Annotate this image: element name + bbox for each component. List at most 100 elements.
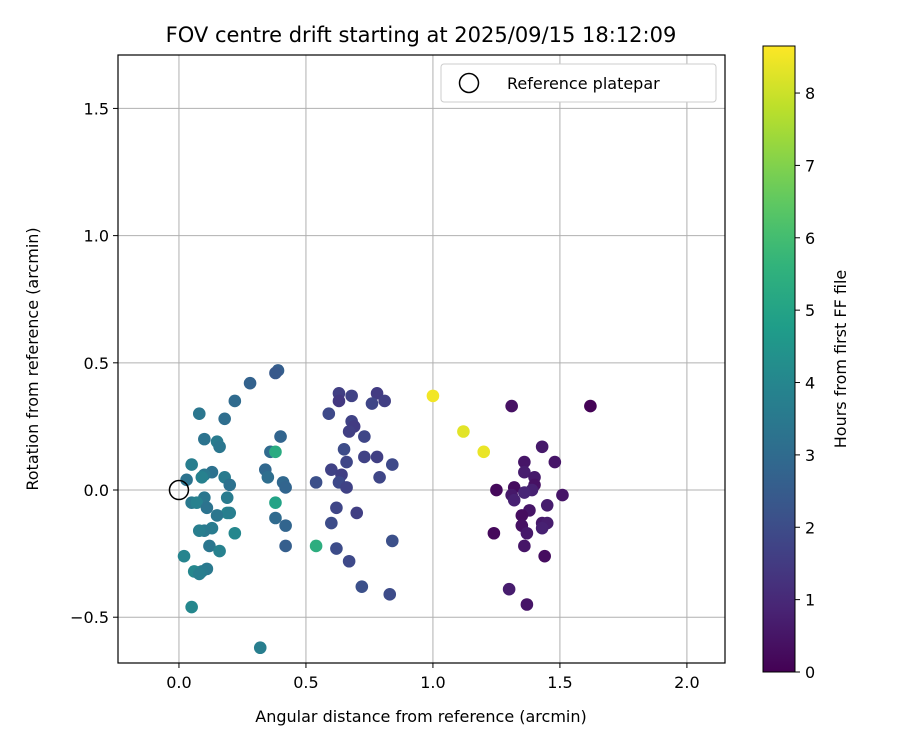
data-point xyxy=(228,394,242,408)
data-point xyxy=(340,455,353,469)
data-point xyxy=(365,397,379,410)
legend-box xyxy=(440,63,717,103)
data-point xyxy=(358,430,371,443)
data-point xyxy=(309,539,323,553)
y-tick-label: 1.0 xyxy=(84,227,109,246)
data-point xyxy=(538,549,551,563)
data-point xyxy=(556,488,569,502)
data-point xyxy=(198,432,211,446)
data-point xyxy=(385,534,399,548)
data-point xyxy=(520,526,534,540)
data-point xyxy=(309,476,323,489)
chart-title: FOV centre drift starting at 2025/09/15 … xyxy=(166,23,677,47)
data-point xyxy=(195,470,209,484)
y-tick-label: 0.0 xyxy=(84,481,109,500)
data-point xyxy=(535,440,549,454)
data-point xyxy=(269,511,282,525)
data-point xyxy=(213,544,226,558)
data-point xyxy=(279,481,292,494)
data-point xyxy=(540,498,554,512)
data-point xyxy=(518,465,531,479)
data-point xyxy=(325,516,338,530)
colorbar-tick-label: 1 xyxy=(805,591,815,610)
data-point xyxy=(518,539,531,553)
data-point xyxy=(269,366,282,380)
data-point xyxy=(330,501,343,515)
colorbar-label: Hours from first FF file xyxy=(831,270,850,449)
y-tick-label: 1.5 xyxy=(84,99,109,118)
data-point xyxy=(370,450,384,464)
data-point xyxy=(350,506,364,520)
y-axis-title: Rotation from reference (arcmin) xyxy=(23,227,42,490)
data-point xyxy=(269,496,282,510)
data-point xyxy=(210,509,224,522)
data-point xyxy=(274,430,287,443)
data-point xyxy=(223,478,237,492)
colorbar-tick-label: 7 xyxy=(805,156,815,175)
colorbar xyxy=(762,45,796,673)
reference-platepar-marker xyxy=(168,479,190,501)
data-point xyxy=(505,399,518,413)
data-point xyxy=(269,445,282,459)
data-point xyxy=(243,376,257,390)
legend-label: Reference platepar xyxy=(507,74,660,93)
data-point xyxy=(177,549,191,563)
colorbar-tick-label: 6 xyxy=(805,229,815,248)
data-point xyxy=(192,524,206,538)
data-point xyxy=(330,542,343,555)
data-point xyxy=(358,450,371,464)
x-tick-label: 0.5 xyxy=(293,673,318,692)
legend: Reference platepar xyxy=(440,63,717,103)
data-point xyxy=(322,407,336,420)
data-point xyxy=(203,539,216,553)
data-point xyxy=(426,389,440,403)
data-point xyxy=(520,598,534,611)
data-point xyxy=(515,509,529,522)
data-point xyxy=(192,407,206,420)
data-point xyxy=(340,481,353,494)
colorbar-tick-label: 3 xyxy=(805,446,815,465)
data-point xyxy=(185,458,198,471)
data-point xyxy=(342,554,356,568)
data-point xyxy=(337,443,351,456)
data-point xyxy=(200,501,214,515)
data-point xyxy=(192,567,206,581)
data-point xyxy=(535,521,549,535)
data-point xyxy=(490,483,503,497)
x-tick-label: 1.0 xyxy=(420,673,445,692)
data-point xyxy=(457,425,470,438)
x-tick-label: 0.0 xyxy=(166,673,191,692)
x-axis-title: Angular distance from reference (arcmin) xyxy=(255,707,586,726)
data-point xyxy=(228,526,242,540)
x-tick-label: 2.0 xyxy=(674,673,699,692)
data-point xyxy=(383,588,397,601)
data-point xyxy=(477,445,491,459)
data-point xyxy=(213,440,226,454)
data-point xyxy=(548,455,562,469)
legend-marker-icon xyxy=(458,72,480,94)
data-point xyxy=(332,394,346,408)
data-point xyxy=(385,458,399,471)
data-point xyxy=(373,470,386,484)
colorbar-ticks: 0 1 2 3 4 5 6 7 8 xyxy=(795,84,815,682)
data-point xyxy=(190,496,204,510)
colorbar-tick-label: 8 xyxy=(805,84,815,103)
axis-ticks: 0.0 0.5 1.0 1.5 2.0 −0.5 0.0 0.5 1.0 1.5 xyxy=(70,99,699,692)
data-point xyxy=(223,506,237,520)
y-tick-label: 0.5 xyxy=(84,354,109,373)
data-point xyxy=(279,539,292,553)
data-point xyxy=(355,580,369,593)
data-point xyxy=(507,493,521,507)
data-point xyxy=(180,473,193,487)
grid-lines xyxy=(118,55,725,663)
colorbar-tick-label: 0 xyxy=(805,663,815,682)
data-point xyxy=(185,600,198,614)
y-tick-label: −0.5 xyxy=(70,608,109,627)
data-point xyxy=(345,389,358,403)
data-point xyxy=(518,455,531,469)
data-point xyxy=(253,641,267,655)
data-point xyxy=(518,486,531,499)
data-points xyxy=(177,364,597,655)
data-point xyxy=(342,425,356,438)
